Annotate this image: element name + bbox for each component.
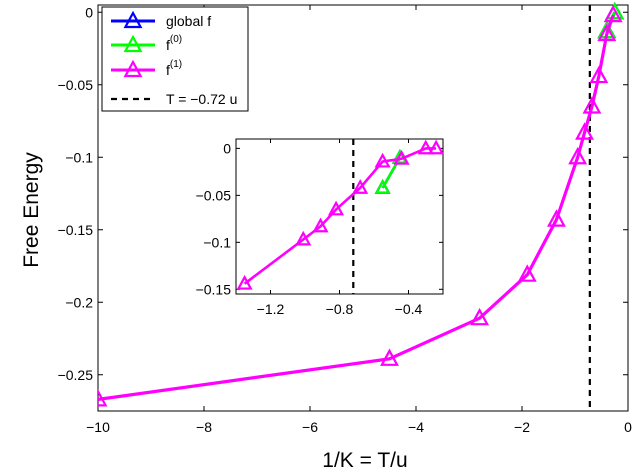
legend-marker	[123, 10, 143, 29]
legend-marker	[123, 59, 143, 78]
legend-label: f(1)	[166, 59, 182, 78]
data-point	[517, 264, 537, 282]
data-point	[374, 152, 391, 168]
data-point	[597, 23, 617, 42]
y-tick-label: −0.05	[58, 77, 94, 93]
x-tick-label: −8	[196, 419, 212, 435]
data-point	[547, 209, 566, 227]
legend-label-base: f	[166, 62, 170, 78]
x-axis-label: 1/K = T/u	[322, 449, 407, 472]
legend-label: f(0)	[166, 34, 182, 53]
data-point	[312, 217, 329, 233]
data-point	[328, 200, 345, 216]
data-point	[236, 274, 253, 290]
series-line	[243, 147, 437, 285]
legend-label-sup: (1)	[170, 59, 182, 70]
x-tick-label: −2	[514, 419, 530, 435]
x-tick-label: −4	[408, 419, 424, 435]
plot-area	[235, 138, 444, 295]
y-tick-label: 0	[85, 4, 93, 20]
y-tick-label: −0.2	[65, 294, 93, 310]
inset-plot: −1.2 −0.8 −0.4 0 −0.05 −0.1 −0.15	[196, 138, 445, 317]
x-tick-label: −6	[302, 419, 318, 435]
x-tick-label: −0.4	[395, 301, 423, 317]
data-layer	[236, 139, 445, 294]
data-layer	[98, 1, 625, 411]
data-point	[393, 149, 410, 165]
series-line	[98, 14, 615, 401]
y-tick-label: −0.1	[203, 234, 231, 250]
data-point	[470, 307, 490, 326]
y-tick-label: −0.25	[58, 367, 94, 383]
data-point	[575, 122, 594, 140]
data-point	[589, 65, 609, 84]
legend-label-sup: (0)	[170, 34, 182, 45]
data-point	[98, 389, 108, 407]
legend-label: global f	[166, 13, 211, 29]
x-tick-label: 0	[624, 419, 632, 435]
data-point	[582, 96, 602, 114]
y-tick-label: −0.1	[65, 149, 93, 165]
data-point	[568, 146, 588, 165]
data-point	[352, 179, 369, 194]
legend-label: T = −0.72 u	[166, 91, 237, 107]
data-point	[374, 179, 391, 194]
legend-label-base: f	[166, 37, 170, 53]
y-tick-label: −0.05	[196, 187, 232, 203]
data-point	[603, 4, 623, 23]
legend-marker	[123, 34, 143, 53]
data-point	[428, 139, 445, 155]
x-tick-label: −0.8	[326, 301, 354, 317]
data-point	[295, 230, 312, 246]
x-tick-label: −10	[86, 419, 110, 435]
legend-label-base: T = −0.72 u	[166, 91, 237, 107]
legend: global ff(0)f(1)T = −0.72 u	[101, 6, 249, 112]
legend-label-base: global f	[166, 13, 211, 29]
y-tick-label: −0.15	[58, 222, 94, 238]
x-tick-label: −1.2	[257, 301, 285, 317]
data-point	[417, 139, 434, 155]
y-tick-label: −0.15	[196, 281, 232, 297]
data-point	[380, 348, 399, 366]
y-tick-label: 0	[223, 140, 231, 156]
y-axis-label: Free Energy	[20, 152, 43, 268]
